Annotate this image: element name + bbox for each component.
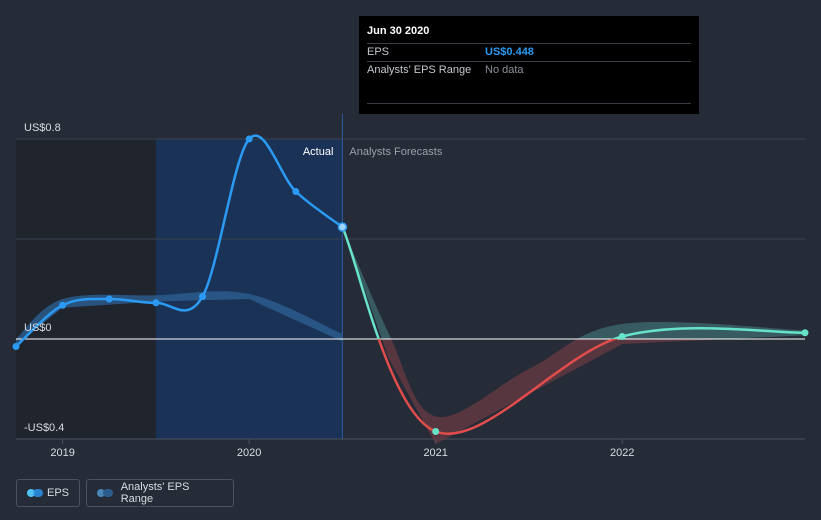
tooltip-range-row: Analysts' EPS Range No data bbox=[367, 61, 691, 79]
tooltip-divider bbox=[367, 103, 691, 104]
tooltip-panel: Jun 30 2020 EPS US$0.448 Analysts' EPS R… bbox=[359, 16, 699, 114]
tooltip-range-value: No data bbox=[485, 64, 524, 76]
legend-eps-label: EPS bbox=[46, 487, 69, 499]
x-tick-label-1: 2020 bbox=[237, 447, 261, 459]
actual-label: Actual bbox=[303, 146, 334, 158]
legend-range-button[interactable]: Analysts' EPS Range bbox=[86, 479, 234, 507]
eps-point-2 bbox=[105, 295, 113, 303]
forecast-point-1 bbox=[432, 428, 440, 435]
legend-eps-button[interactable]: EPS bbox=[16, 479, 80, 507]
tooltip-date: Jun 30 2020 bbox=[367, 25, 430, 37]
y-tick-label-2: -US$0.4 bbox=[24, 422, 64, 434]
range-legend-icon bbox=[97, 489, 113, 497]
eps-point-1 bbox=[59, 301, 67, 309]
tooltip-range-label: Analysts' EPS Range bbox=[367, 64, 472, 76]
forecast-line-positive bbox=[342, 226, 806, 339]
y-tick-label-0: US$0.8 bbox=[24, 122, 61, 134]
tooltip-eps-label: EPS bbox=[367, 46, 390, 58]
past-shaded-region bbox=[16, 139, 156, 439]
forecast-label: Analysts Forecasts bbox=[349, 146, 442, 158]
forecast-point-3 bbox=[801, 329, 809, 337]
highlighted-point bbox=[337, 222, 348, 232]
eps-range-band-forecast-positive bbox=[342, 227, 805, 339]
x-tick-label-3: 2022 bbox=[610, 447, 634, 459]
legend-range-label: Analysts' EPS Range bbox=[120, 481, 190, 505]
eps-point-5 bbox=[245, 135, 253, 143]
tooltip-eps-value: US$0.448 bbox=[485, 46, 534, 58]
eps-legend-icon bbox=[27, 489, 43, 497]
eps-point-3 bbox=[152, 299, 160, 307]
eps-series-line bbox=[15, 134, 344, 348]
eps-point-0 bbox=[12, 343, 20, 350]
eps-point-6 bbox=[292, 188, 300, 195]
eps-point-4 bbox=[199, 293, 207, 300]
actual-highlight-region bbox=[155, 139, 343, 439]
eps-range-band-actual bbox=[16, 291, 343, 344]
forecast-point-2 bbox=[618, 333, 626, 340]
x-tick-label-0: 2019 bbox=[50, 447, 74, 459]
eps-range-band-forecast-negative bbox=[381, 339, 728, 444]
y-tick-label-1: US$0 bbox=[24, 322, 52, 334]
tooltip-eps-row: EPS US$0.448 bbox=[367, 43, 691, 61]
x-tick-label-2: 2021 bbox=[423, 447, 447, 459]
forecast-line-negative bbox=[377, 339, 619, 435]
